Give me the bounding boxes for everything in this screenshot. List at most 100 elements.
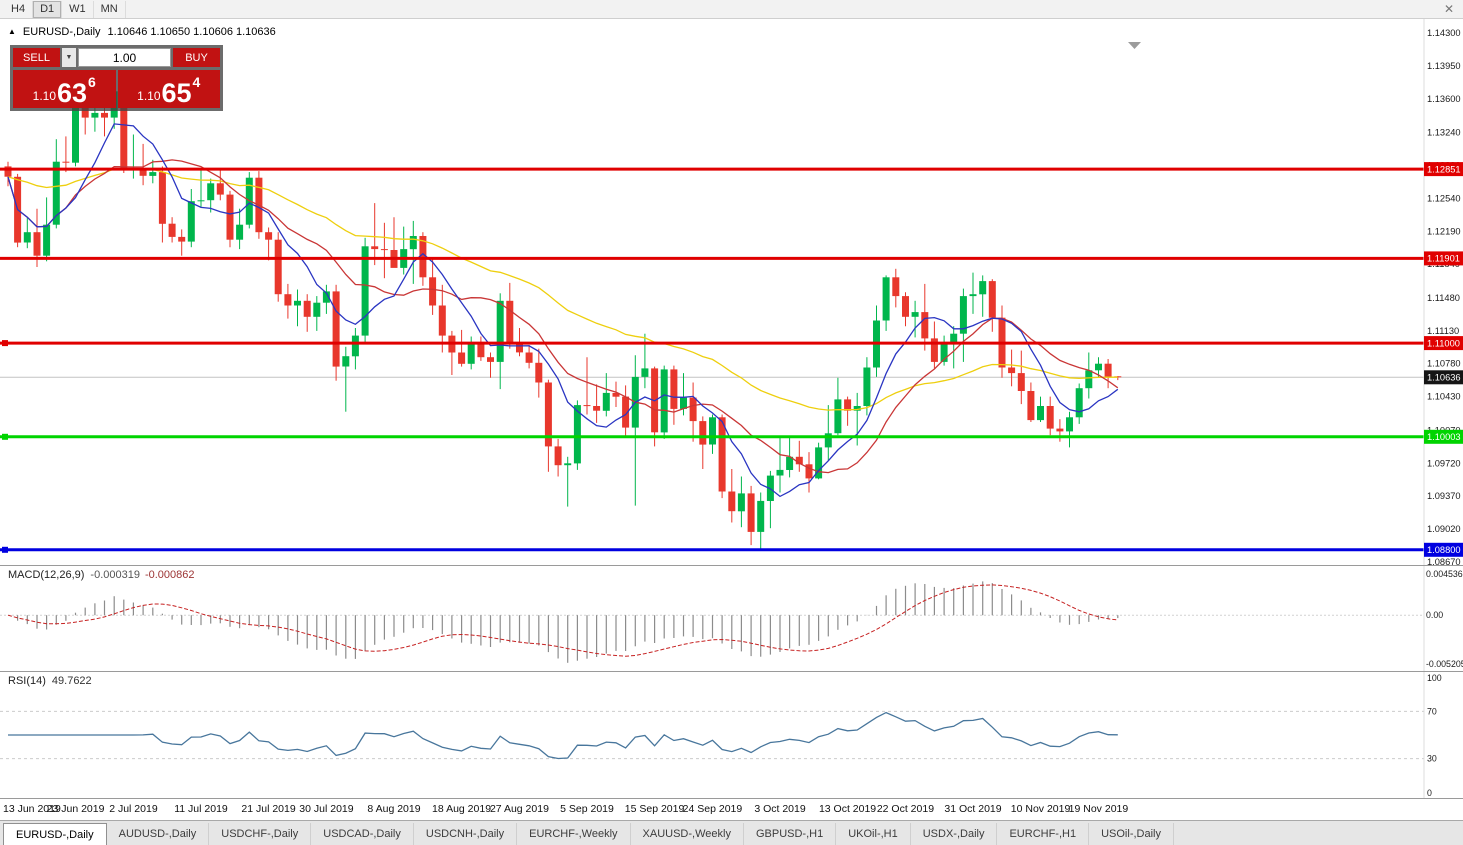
time-axis: 13 Jun 2019 23 Jun 2019 2 Jul 2019 11 Jul 2… <box>0 798 1463 820</box>
timeframe-toolbar: H4 D1 W1 MN ✕ <box>0 0 1463 19</box>
tab-usdchf-daily[interactable]: USDCHF-,Daily <box>209 823 312 845</box>
svg-text:1.13240: 1.13240 <box>1427 128 1461 138</box>
timeframe-h4-button[interactable]: H4 <box>4 0 34 18</box>
bid-point: 6 <box>88 74 96 90</box>
svg-text:1.09720: 1.09720 <box>1427 458 1461 468</box>
chart-tabs-bar: EURUSD-,Daily AUDUSD-,Daily USDCHF-,Daily U… <box>0 820 1463 845</box>
tab-eurchf-h1[interactable]: EURCHF-,H1 <box>997 823 1090 845</box>
sell-price-button[interactable]: 1.10 63 6 <box>13 70 116 108</box>
bid-prefix: 1.10 <box>32 89 56 103</box>
moving-average-lines <box>7 123 1119 498</box>
date-label: 31 Oct 2019 <box>944 803 1002 815</box>
buy-button[interactable]: BUY <box>173 48 220 67</box>
tab-usoil-daily[interactable]: USOil-,Daily <box>1089 823 1174 845</box>
svg-text:1.11901: 1.11901 <box>1427 254 1460 264</box>
tab-eurusd-daily[interactable]: EURUSD-,Daily <box>3 823 107 845</box>
tab-audusd-daily[interactable]: AUDUSD-,Daily <box>107 823 210 845</box>
tab-xauusd-weekly[interactable]: XAUUSD-,Weekly <box>631 823 744 845</box>
date-label: 11 Jul 2019 <box>174 803 228 815</box>
svg-text:-0.005205: -0.005205 <box>1426 659 1463 669</box>
chart-symbol-period: EURUSD-,Daily <box>22 26 101 38</box>
bid-pips: 63 <box>57 78 88 109</box>
svg-text:1.12190: 1.12190 <box>1427 226 1461 236</box>
macd-canvas: 0.004536 0.00 -0.005205 <box>0 566 1463 671</box>
svg-text:30: 30 <box>1427 754 1437 764</box>
tab-usdcad-daily[interactable]: USDCAD-,Daily <box>311 823 414 845</box>
chart-shift-marker <box>1128 42 1141 49</box>
date-label: 22 Oct 2019 <box>876 803 935 815</box>
volume-spinner-icon[interactable]: ▼ <box>62 48 76 67</box>
macd-label: MACD(12,26,9) -0.000319 -0.000862 <box>8 569 195 581</box>
ask-prefix: 1.10 <box>137 89 161 103</box>
date-label: 18 Aug 2019 <box>432 803 492 815</box>
svg-text:1.09370: 1.09370 <box>1427 491 1461 501</box>
sell-button[interactable]: SELL <box>13 48 60 67</box>
svg-text:1.12540: 1.12540 <box>1427 193 1461 203</box>
tab-usdcnh-daily[interactable]: USDCNH-,Daily <box>414 823 518 845</box>
macd-value: -0.000319 <box>90 569 140 581</box>
one-click-top-row: SELL ▼ BUY <box>13 48 220 67</box>
date-label: 24 Sep 2019 <box>682 803 743 815</box>
svg-text:0: 0 <box>1427 788 1432 798</box>
svg-text:1.12851: 1.12851 <box>1427 164 1461 174</box>
ask-point: 4 <box>192 74 201 90</box>
rsi-canvas: 100 70 30 0 <box>0 672 1442 798</box>
ask-pips: 65 <box>161 78 192 109</box>
svg-text:1.13950: 1.13950 <box>1427 61 1461 71</box>
svg-text:1.13600: 1.13600 <box>1427 94 1461 104</box>
date-label: 13 Oct 2019 <box>818 803 877 815</box>
svg-text:1.08670: 1.08670 <box>1427 557 1461 565</box>
svg-text:1.08800: 1.08800 <box>1427 545 1461 555</box>
tab-eurchf-weekly[interactable]: EURCHF-,Weekly <box>517 823 631 845</box>
date-label: 5 Sep 2019 <box>560 803 614 815</box>
svg-text:1.09020: 1.09020 <box>1427 524 1461 534</box>
date-label: 30 Jul 2019 <box>299 803 354 815</box>
svg-text:1.14300: 1.14300 <box>1427 28 1461 38</box>
rsi-label: RSI(14) 49.7622 <box>8 675 92 687</box>
one-click-collapse-icon[interactable]: ▲ <box>8 27 16 36</box>
rsi-panel: 100 70 30 0 RSI(14) 49.7622 <box>0 671 1463 798</box>
macd-histogram <box>17 581 1119 663</box>
date-label: 2 Jul 2019 <box>109 803 158 815</box>
date-label: 13 Jun 2019 <box>3 803 61 815</box>
rsi-value: 49.7622 <box>51 675 92 687</box>
candlesticks <box>4 82 1122 551</box>
date-label: 21 Jul 2019 <box>241 803 296 815</box>
buy-price-button[interactable]: 1.10 65 4 <box>117 70 220 109</box>
one-click-price-row: 1.10 63 6 1.10 65 4 <box>13 70 220 108</box>
svg-text:70: 70 <box>1427 706 1437 716</box>
svg-text:1.11000: 1.11000 <box>1427 338 1460 348</box>
svg-text:1.10636: 1.10636 <box>1427 372 1461 382</box>
chart-title: ▲ EURUSD-,Daily 1.10646 1.10650 1.10606 … <box>8 26 276 38</box>
svg-text:100: 100 <box>1427 673 1442 683</box>
tab-usdx-daily[interactable]: USDX-,Daily <box>911 823 998 845</box>
main-chart-canvas[interactable]: 1.143001.139501.136001.132401.128901.125… <box>0 19 1463 565</box>
timeframe-d1-button[interactable]: D1 <box>33 0 63 18</box>
macd-signal-value: -0.000862 <box>144 569 195 581</box>
tab-gbpusd-h1[interactable]: GBPUSD-,H1 <box>744 823 837 845</box>
svg-text:1.11130: 1.11130 <box>1427 326 1459 336</box>
date-label: 27 Aug 2019 <box>489 803 549 815</box>
close-icon[interactable]: ✕ <box>1443 2 1454 16</box>
svg-text:1.10780: 1.10780 <box>1427 359 1461 369</box>
date-label: 19 Nov 2019 <box>1068 803 1129 815</box>
rsi-name: RSI(14) <box>8 675 46 687</box>
horizontal-level-lines[interactable] <box>0 167 1424 553</box>
date-label: 3 Oct 2019 <box>754 803 806 815</box>
macd-panel: 0.004536 0.00 -0.005205 MACD(12,26,9) -0.00… <box>0 565 1463 671</box>
svg-text:0.004536: 0.004536 <box>1426 569 1463 579</box>
macd-name: MACD(12,26,9) <box>8 569 85 581</box>
chart-ohlc-values: 1.10646 1.10650 1.10606 1.10636 <box>107 26 276 38</box>
svg-text:1.11480: 1.11480 <box>1427 293 1460 303</box>
volume-input[interactable] <box>78 48 171 67</box>
price-badges: 1.12851 1.11901 1.11000 1.10003 1.08800 1.106… <box>1424 162 1463 557</box>
date-label: 15 Sep 2019 <box>624 803 685 815</box>
timeframe-w1-button[interactable]: W1 <box>62 0 94 18</box>
timeframe-mn-button[interactable]: MN <box>94 0 126 18</box>
main-chart-panel: 1.143001.139501.136001.132401.128901.125… <box>0 19 1463 565</box>
one-click-trading-panel: SELL ▼ BUY 1.10 63 6 1.10 65 4 <box>10 45 223 111</box>
date-label: 8 Aug 2019 <box>367 803 421 815</box>
tab-ukoil-h1[interactable]: UKOil-,H1 <box>836 823 911 845</box>
price-scale: 1.143001.139501.136001.132401.128901.125… <box>1423 19 1461 565</box>
